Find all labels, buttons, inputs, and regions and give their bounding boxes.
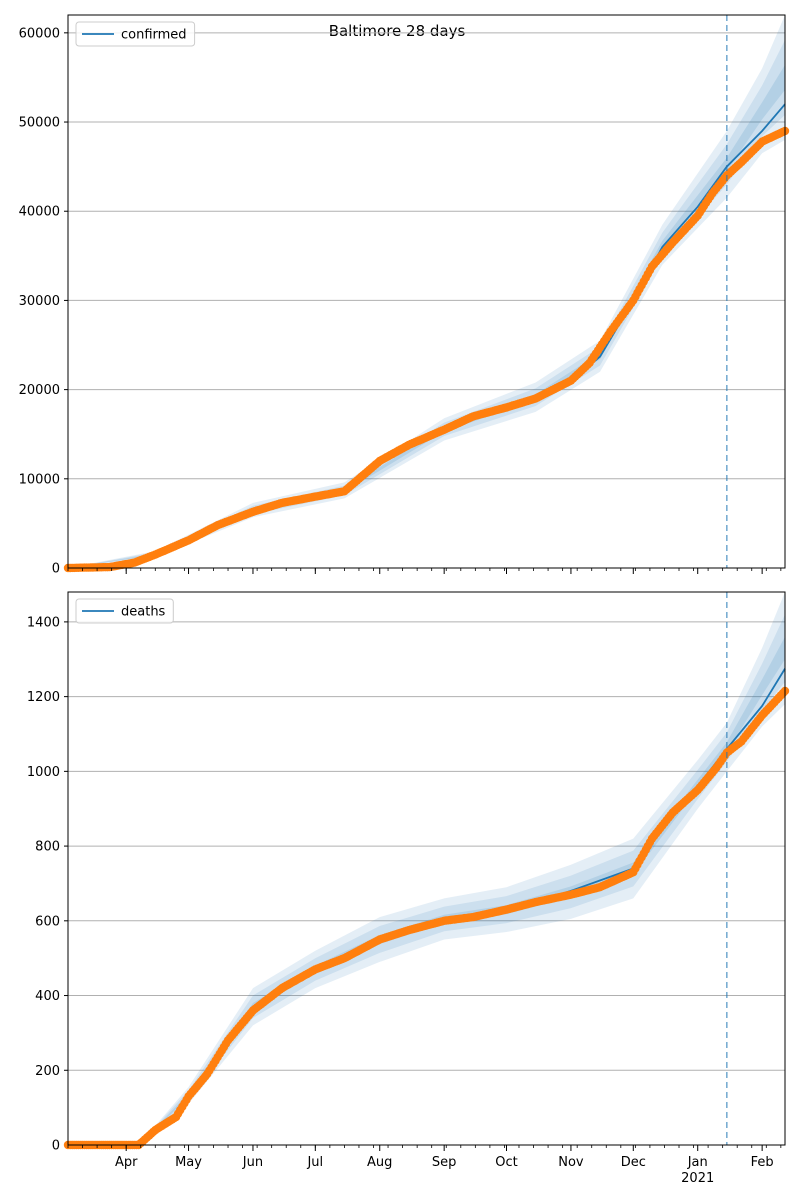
- y-tick-label: 40000: [19, 205, 60, 220]
- legend-label: confirmed: [121, 28, 187, 43]
- confirmed-panel: 0 10000 20000 30000 40000 50000 60000 confirmed: [19, 14, 790, 577]
- legend-box: [75, 21, 196, 47]
- axes-frame: [67, 14, 786, 569]
- y-tick-label: 800: [35, 840, 60, 855]
- legend: deaths: [75, 598, 174, 624]
- y-tick-label: 50000: [19, 116, 60, 131]
- y-tick-label: 600: [35, 914, 60, 929]
- y-tick-label: 0: [52, 1139, 60, 1154]
- x-tick-label: Dec: [621, 1155, 646, 1170]
- y-tick-label: 0: [52, 562, 60, 577]
- x-tick-label: Sep: [432, 1155, 457, 1170]
- y-tick-label: 1200: [27, 690, 60, 705]
- y-tick-label: 30000: [19, 294, 60, 309]
- legend-label: deaths: [121, 605, 166, 620]
- x-tick-label: Jul: [306, 1155, 323, 1170]
- axes-frame: [67, 591, 786, 1146]
- x-tick-label: May: [175, 1155, 202, 1170]
- x-tick-label: Aug: [367, 1155, 392, 1170]
- y-tick-label: 20000: [19, 383, 60, 398]
- x-tick-label: Jan: [687, 1155, 708, 1170]
- x-tick-label: Jun: [242, 1155, 263, 1170]
- x-tick-label: Apr: [115, 1155, 138, 1170]
- y-tick-label: 200: [35, 1064, 60, 1079]
- uncertainty-band: [68, 592, 785, 1145]
- y-tick-label: 1000: [27, 765, 60, 780]
- legend-box: [75, 598, 174, 624]
- deaths-panel: 0 200 400 600 800 1000 1200 1400 Apr May Jun Jul Aug…: [27, 591, 790, 1186]
- y-tick-label: 400: [35, 989, 60, 1004]
- x-tick-label: Oct: [495, 1155, 517, 1170]
- x-tick-label: Nov: [558, 1155, 584, 1170]
- x-tick-sublabel: 2021: [681, 1171, 714, 1186]
- y-tick-label: 60000: [19, 26, 60, 41]
- figure-title: Baltimore 28 days: [329, 22, 466, 40]
- y-tick-label: 1400: [27, 615, 60, 630]
- legend: confirmed: [75, 21, 196, 47]
- x-tick-label: Feb: [751, 1155, 774, 1170]
- y-tick-label: 10000: [19, 472, 60, 487]
